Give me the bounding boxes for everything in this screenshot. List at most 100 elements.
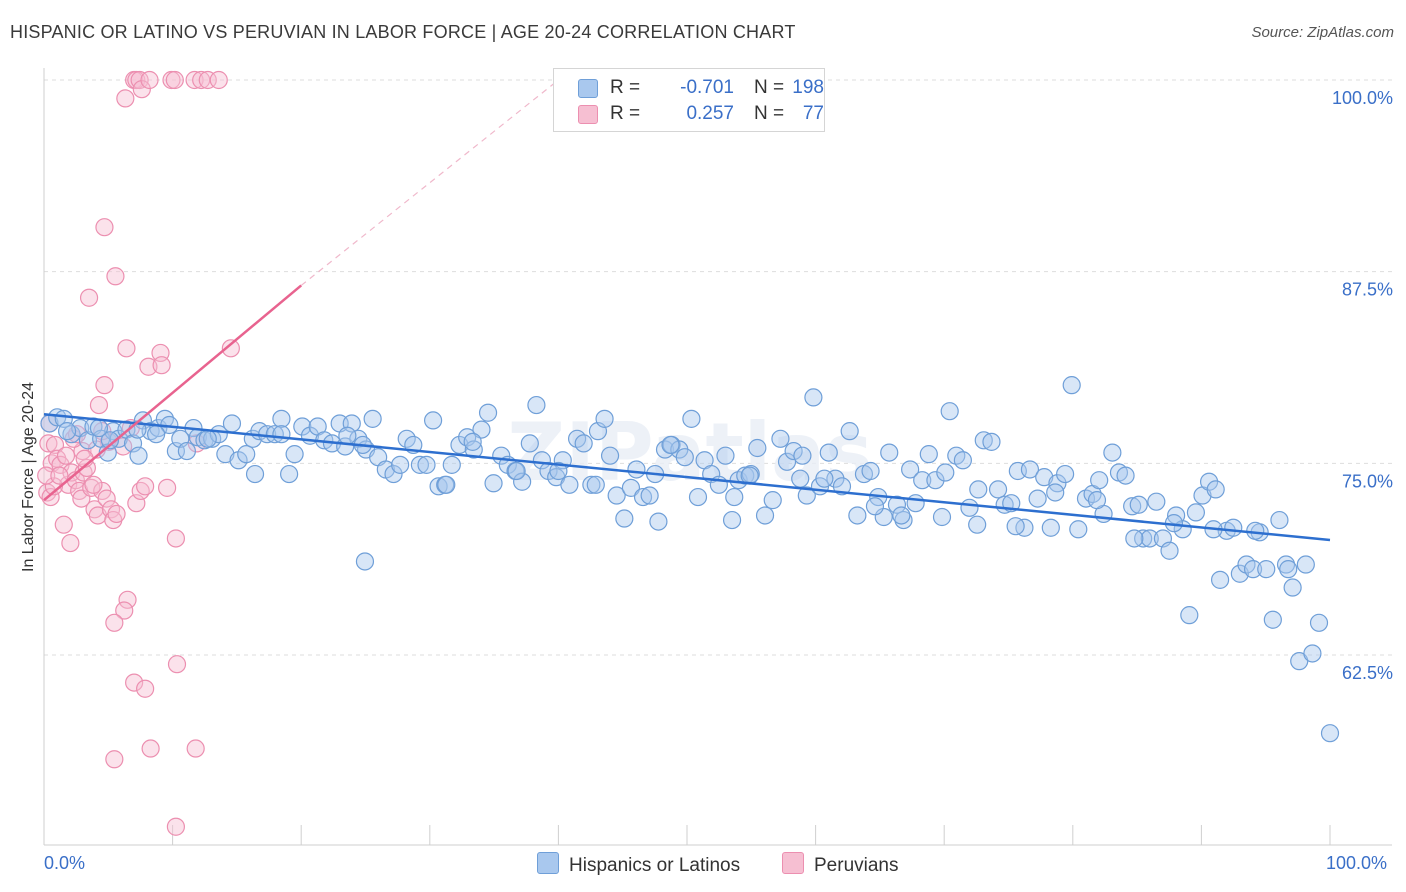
- hispanic-point: [222, 414, 242, 433]
- peruvian-point: [105, 613, 124, 632]
- hispanic-point: [1210, 570, 1230, 589]
- peruvian-point: [105, 750, 124, 769]
- hispanic-point: [442, 455, 461, 474]
- hispanic-point: [1020, 460, 1040, 479]
- hispanic-point: [892, 506, 911, 525]
- peruvian-point: [140, 70, 159, 90]
- hispanic-point: [682, 409, 701, 428]
- peruvian-point: [139, 357, 158, 376]
- trend-lines: [43, 79, 1331, 542]
- hispanic-point: [520, 434, 539, 453]
- peruvian-point: [166, 529, 185, 548]
- peruvians-points: [37, 70, 240, 836]
- hispanic-point: [913, 471, 932, 490]
- hispanic-point: [865, 497, 885, 516]
- y-axis-label: In Labor Force | Age 20-24: [20, 381, 37, 572]
- hispanic-point: [484, 474, 503, 493]
- legend-item-peruvians[interactable]: Peruvians: [782, 852, 899, 877]
- hispanic-point: [1125, 529, 1144, 548]
- hispanic-point: [804, 388, 823, 407]
- y-tick-label: 100.0%: [1332, 88, 1393, 108]
- peruvian-point: [115, 601, 134, 620]
- x-tick-label-min: 0.0%: [44, 853, 86, 873]
- peruvian-point: [54, 515, 73, 534]
- hispanic-point: [355, 552, 375, 571]
- hispanic-point: [586, 475, 605, 494]
- peruvian-point: [221, 339, 240, 358]
- hispanic-point: [1180, 606, 1199, 625]
- hispanic-point: [988, 480, 1008, 499]
- peruvian-point: [50, 466, 69, 485]
- legend-label-hispanics: Hispanics or Latinos: [569, 855, 741, 876]
- y-tick-label: 87.5%: [1342, 280, 1393, 300]
- hispanic-point: [969, 480, 988, 499]
- hispanic-point: [1257, 560, 1276, 579]
- peruvian-point: [152, 356, 171, 375]
- hispanic-point: [216, 445, 235, 464]
- hispanic-point: [464, 440, 483, 459]
- hispanic-point: [940, 402, 959, 421]
- correlation-legend: R = -0.701 N = 198 R = 0.257 N = 77: [553, 68, 825, 132]
- hispanic-point: [848, 506, 867, 525]
- hispanic-point: [89, 418, 109, 438]
- hispanic-point: [417, 455, 436, 474]
- grid-lines: [44, 79, 1392, 656]
- hispanic-point: [763, 491, 782, 510]
- peruvian-point: [141, 739, 160, 758]
- hispanic-point: [777, 452, 797, 471]
- y-tick-labels: 100.0% 87.5% 75.0% 62.5%: [1332, 88, 1393, 683]
- peruvian-point: [186, 739, 205, 758]
- hispanic-point: [887, 495, 907, 514]
- hispanic-point: [1006, 517, 1025, 536]
- hispanic-point: [423, 411, 443, 430]
- hispanic-point: [748, 438, 767, 458]
- hispanic-point: [1199, 472, 1219, 491]
- peruvian-point: [125, 673, 144, 692]
- peruvian-point: [116, 89, 135, 108]
- hispanic-point: [607, 486, 626, 505]
- peruvian-point: [118, 590, 137, 609]
- peruvian-point: [106, 267, 125, 286]
- hispanic-point: [725, 487, 744, 507]
- hispanic-point: [1296, 555, 1315, 574]
- hispanic-point: [272, 409, 291, 428]
- hispanic-point: [1090, 471, 1109, 490]
- hispanic-point: [280, 464, 299, 484]
- hispanic-point: [1283, 578, 1302, 597]
- hispanic-point: [560, 475, 579, 494]
- legend-n-value: 77: [802, 103, 824, 124]
- hispanic-point: [832, 477, 852, 496]
- hispanic-point: [1303, 644, 1322, 663]
- hispanic-point: [100, 431, 120, 450]
- hispanic-point: [901, 460, 920, 479]
- hispanic-point: [974, 431, 993, 450]
- legend-n-label: N =: [754, 103, 785, 124]
- peruvian-point: [185, 70, 204, 90]
- legend-swatch-pink: [782, 852, 804, 874]
- hispanic-point: [582, 475, 601, 494]
- hispanic-point: [633, 487, 653, 507]
- peruvian-point: [95, 376, 114, 395]
- hispanic-point: [1186, 503, 1206, 522]
- hispanic-point: [797, 486, 816, 505]
- hispanic-point: [237, 445, 256, 464]
- hispanic-point: [1309, 613, 1329, 632]
- hispanic-point: [384, 464, 403, 484]
- peruvian-point: [132, 80, 151, 99]
- legend-item-hispanics[interactable]: Hispanics or Latinos: [537, 852, 740, 877]
- hispanic-point: [932, 507, 952, 527]
- peruvian-point: [79, 288, 99, 307]
- hispanic-point: [1243, 560, 1263, 579]
- peruvian-point: [158, 478, 177, 497]
- legend-n-value: 198: [792, 77, 824, 98]
- hispanic-point: [437, 475, 456, 494]
- legend-swatch-blue: [537, 852, 559, 874]
- hispanic-point: [478, 403, 498, 422]
- hispanic-point: [463, 432, 482, 451]
- hispanic-point: [1087, 491, 1107, 510]
- source-label: Source: ZipAtlas.com: [1251, 24, 1394, 41]
- hispanic-point: [1103, 443, 1122, 462]
- hispanic-point: [722, 510, 742, 530]
- hispanic-point: [57, 422, 77, 441]
- hispanic-point: [926, 471, 945, 490]
